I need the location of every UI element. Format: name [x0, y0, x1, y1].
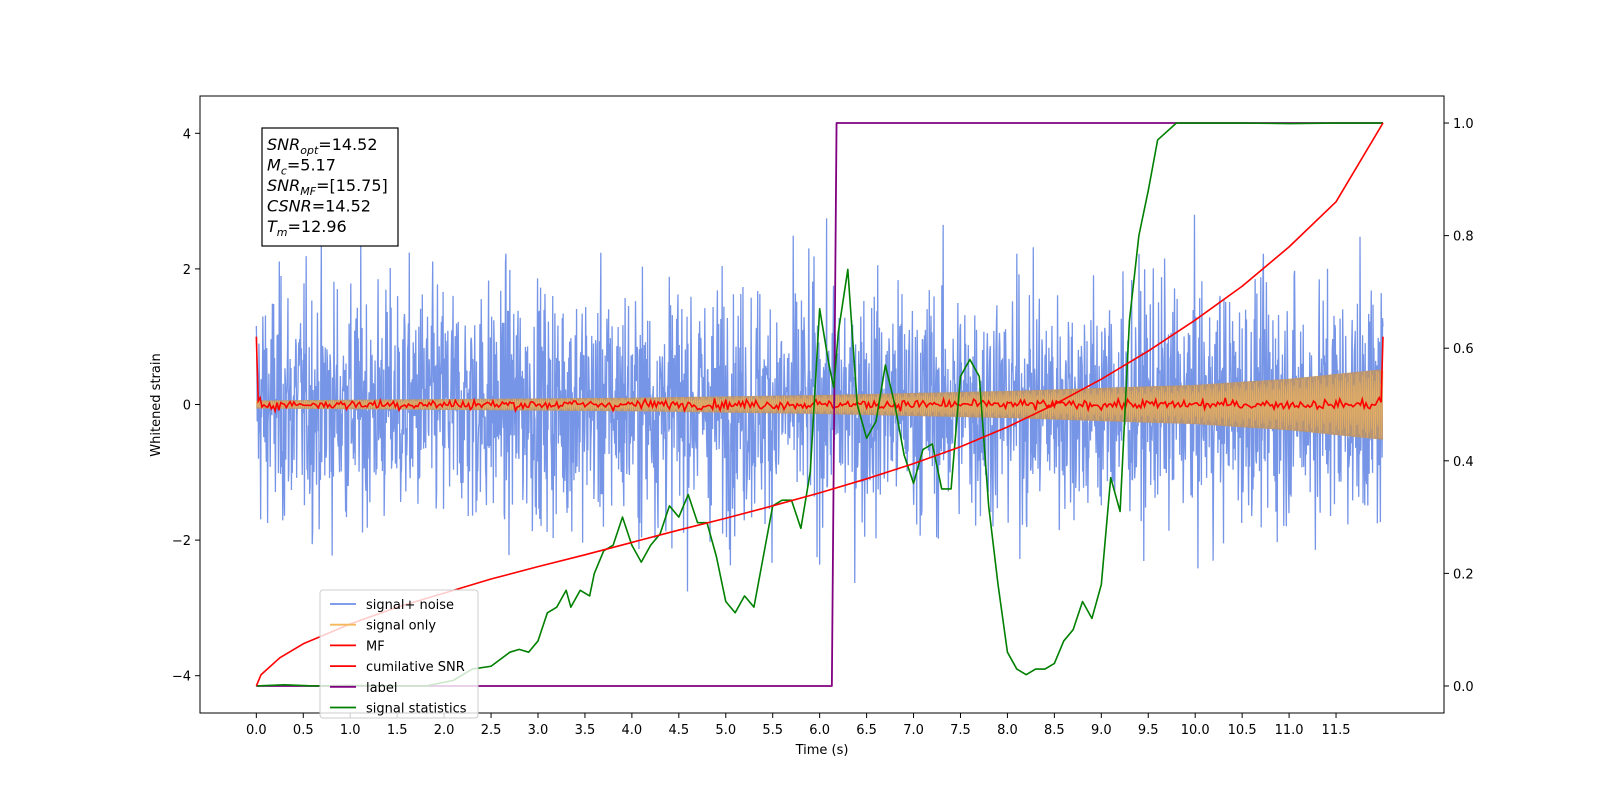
x-tick-label: 3.5 — [575, 723, 596, 738]
x-tick-label: 11.0 — [1275, 723, 1304, 738]
annotation-subscript: m — [277, 226, 288, 239]
signal-only-series — [255, 369, 1384, 440]
annotation-line: Mc=5.17 — [267, 156, 336, 178]
annotation-value: =14.52 — [312, 197, 371, 216]
x-axis-label: Time (s) — [795, 743, 849, 758]
x-tick-label: 0.5 — [293, 723, 314, 738]
legend: signal+ noise signal only MF cumilative SNR… — [319, 589, 479, 719]
y2-tick-label: 1.0 — [1453, 117, 1474, 132]
y-axis-right: 0.0 0.2 0.4 0.6 0.8 1.0 — [1444, 117, 1474, 695]
x-tick-label: 5.5 — [762, 723, 783, 738]
label-line — [256, 122, 1383, 687]
legend-label: signal statistics — [366, 702, 467, 717]
legend-label: signal+ noise — [366, 598, 454, 613]
x-tick-label: 11.5 — [1322, 723, 1351, 738]
x-tick-label: 5.0 — [715, 723, 736, 738]
x-tick-label: 10.5 — [1228, 723, 1257, 738]
annotation-subscript: opt — [300, 144, 319, 157]
x-tick-label: 0.0 — [246, 723, 267, 738]
annotation-subscript: c — [281, 165, 287, 178]
x-tick-label: 1.5 — [387, 723, 408, 738]
x-tick-label: 9.0 — [1091, 723, 1112, 738]
x-tick-label: 7.5 — [950, 723, 971, 738]
x-tick-label: 6.0 — [809, 723, 830, 738]
mf-series — [255, 336, 1384, 414]
x-tick-label: 4.5 — [668, 723, 689, 738]
legend-label: cumilative SNR — [366, 660, 465, 675]
annotation-symbol: T — [267, 217, 278, 236]
legend-label: label — [366, 681, 397, 696]
annotation-value: =14.52 — [318, 135, 377, 154]
x-tick-label: 7.0 — [903, 723, 924, 738]
x-tick-label: 2.5 — [481, 723, 502, 738]
annotation-line: Tm=12.96 — [267, 217, 347, 239]
legend-label: MF — [366, 639, 385, 654]
y-axis-left: −4 −2 0 2 4 — [172, 127, 200, 685]
y-axis-label: Whitened strain — [149, 353, 164, 456]
x-tick-label: 8.0 — [997, 723, 1018, 738]
signal-only-line — [255, 370, 1384, 439]
y2-tick-label: 0.0 — [1453, 680, 1474, 695]
metrics-annotation-box: SNRopt=14.52Mc=5.17SNRMF=[15.75]CSNR=14.… — [261, 127, 399, 247]
annotation-symbol: CSNR — [267, 197, 312, 216]
y2-tick-label: 0.8 — [1453, 230, 1474, 245]
annotation-symbol: M — [267, 156, 281, 175]
x-axis: 0.0 0.5 1.0 1.5 2.0 2.5 3.0 3.5 4.0 4.5 5.0 5.5 6.0 6… — [246, 713, 1351, 738]
annotation-value: =12.96 — [288, 217, 347, 236]
y-tick-label: 4 — [183, 127, 191, 142]
x-tick-label: 1.0 — [340, 723, 361, 738]
annotation-line: SNRMF=[15.75] — [267, 176, 388, 198]
x-tick-label: 2.0 — [434, 723, 455, 738]
mf-line — [255, 336, 1384, 414]
y2-tick-label: 0.4 — [1453, 455, 1474, 470]
legend-label: signal only — [366, 619, 436, 634]
y-tick-label: 2 — [183, 263, 191, 278]
y2-tick-label: 0.6 — [1453, 342, 1474, 357]
legend-frame — [319, 589, 479, 719]
annotation-subscript: MF — [300, 185, 316, 198]
x-tick-label: 4.0 — [622, 723, 643, 738]
y-tick-label: −4 — [172, 670, 191, 685]
annotation-line: CSNR=14.52 — [267, 197, 371, 216]
annotation-value: =5.17 — [287, 156, 336, 175]
y-tick-label: 0 — [183, 399, 191, 414]
annotation-symbol: SNR — [267, 135, 300, 154]
x-tick-label: 9.5 — [1138, 723, 1159, 738]
y-tick-label: −2 — [172, 534, 191, 549]
x-tick-label: 6.5 — [856, 723, 877, 738]
x-tick-label: 8.5 — [1044, 723, 1065, 738]
x-tick-label: 10.0 — [1181, 723, 1210, 738]
signal-statistics-line — [256, 122, 1383, 687]
annotation-value: =[15.75] — [316, 176, 388, 195]
annotation-symbol: SNR — [267, 176, 300, 195]
y2-tick-label: 0.2 — [1453, 567, 1474, 582]
annotation-frame — [261, 127, 399, 247]
x-tick-label: 3.0 — [528, 723, 549, 738]
annotation-line: SNRopt=14.52 — [267, 135, 378, 157]
